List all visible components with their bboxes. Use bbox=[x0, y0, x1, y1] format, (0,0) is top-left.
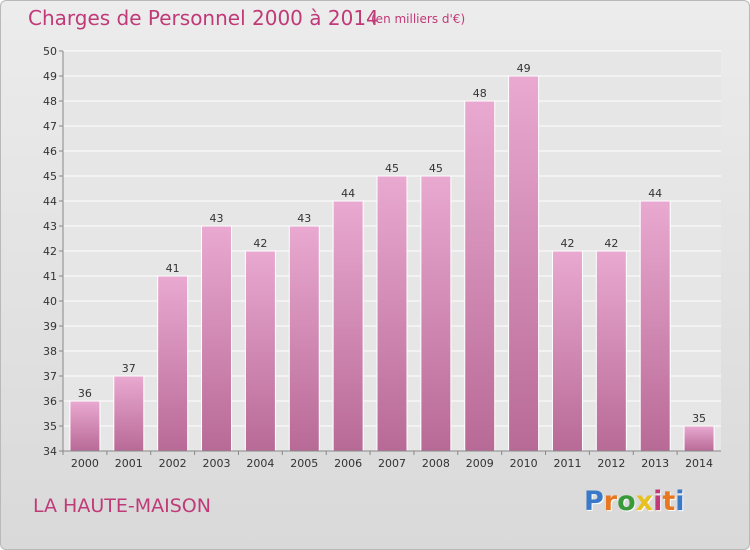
bar-value-label: 45 bbox=[385, 162, 399, 175]
bar-value-label: 44 bbox=[648, 187, 662, 200]
x-tick-label: 2005 bbox=[290, 457, 318, 470]
bar-2013 bbox=[639, 200, 671, 452]
bar-value-label: 43 bbox=[297, 212, 311, 225]
bar-2006 bbox=[332, 200, 364, 452]
y-tick-label: 34 bbox=[43, 445, 57, 458]
y-axis: 34 35 36 37 38 39 40 41 42 43 44 45 46 47 48 49 50 bbox=[43, 45, 64, 458]
proxiti-logo[interactable]: Proxiti bbox=[584, 486, 685, 517]
x-tick-label: 2012 bbox=[597, 457, 625, 470]
y-tick-label: 37 bbox=[43, 370, 57, 383]
y-tick-label: 41 bbox=[43, 270, 57, 283]
x-tick-label: 2002 bbox=[159, 457, 187, 470]
y-tick-label: 47 bbox=[43, 120, 57, 133]
bar-value-label: 42 bbox=[604, 237, 618, 250]
bar-value-label: 36 bbox=[78, 387, 92, 400]
bar-2011 bbox=[551, 250, 583, 452]
x-tick-label: 2011 bbox=[553, 457, 581, 470]
y-tick-label: 48 bbox=[43, 95, 57, 108]
y-tick-label: 50 bbox=[43, 45, 57, 58]
bar-2014 bbox=[683, 425, 715, 452]
bar-value-label: 35 bbox=[692, 412, 706, 425]
x-tick-label: 2003 bbox=[203, 457, 231, 470]
bar-2012 bbox=[595, 250, 627, 452]
bars-group: 36 37 41 43 42 43 44 45 45 48 49 42 42 44 35 bbox=[69, 62, 715, 452]
y-tick-label: 39 bbox=[43, 320, 57, 333]
bar-2002 bbox=[157, 275, 189, 452]
bar-2008 bbox=[420, 175, 452, 452]
logo-letter: o bbox=[617, 486, 636, 517]
y-tick-label: 46 bbox=[43, 145, 57, 158]
x-tick-label: 2010 bbox=[510, 457, 538, 470]
bar-value-label: 44 bbox=[341, 187, 355, 200]
bar-value-label: 42 bbox=[560, 237, 574, 250]
x-tick-label: 2014 bbox=[685, 457, 713, 470]
bar-2003 bbox=[201, 225, 233, 452]
commune-name: LA HAUTE-MAISON bbox=[33, 495, 211, 517]
x-tick-label: 2007 bbox=[378, 457, 406, 470]
x-tick-label: 2008 bbox=[422, 457, 450, 470]
y-tick-label: 42 bbox=[43, 245, 57, 258]
bar-value-label: 42 bbox=[253, 237, 267, 250]
x-tick-label: 2001 bbox=[115, 457, 143, 470]
y-tick-label: 45 bbox=[43, 170, 57, 183]
logo-letter: t bbox=[662, 486, 676, 517]
x-tick-label: 2013 bbox=[641, 457, 669, 470]
y-tick-label: 40 bbox=[43, 295, 57, 308]
logo-letter: x bbox=[635, 486, 654, 517]
chart-subtitle: (en milliers d'€) bbox=[371, 12, 466, 26]
logo-letter: r bbox=[603, 486, 618, 517]
bar-value-label: 45 bbox=[429, 162, 443, 175]
bar-value-label: 49 bbox=[517, 62, 531, 75]
y-tick-label: 44 bbox=[43, 195, 57, 208]
bar-2005 bbox=[288, 225, 320, 452]
y-tick-label: 36 bbox=[43, 395, 57, 408]
logo-letter: i bbox=[653, 486, 663, 517]
bar-2004 bbox=[244, 250, 276, 452]
x-axis: 2000 2001 2002 2003 2004 2005 2006 2007 2008 2009… bbox=[62, 450, 721, 470]
y-tick-label: 38 bbox=[43, 345, 57, 358]
bar-value-label: 37 bbox=[122, 362, 136, 375]
bar-value-label: 48 bbox=[473, 87, 487, 100]
x-tick-label: 2004 bbox=[246, 457, 274, 470]
y-tick-label: 35 bbox=[43, 420, 57, 433]
bar-2010 bbox=[508, 75, 540, 452]
logo-letter: i bbox=[675, 486, 685, 517]
bar-value-label: 43 bbox=[210, 212, 224, 225]
bar-2007 bbox=[376, 175, 408, 452]
logo-letter: P bbox=[584, 486, 604, 517]
x-tick-label: 2006 bbox=[334, 457, 362, 470]
bar-2009 bbox=[464, 100, 496, 452]
bar-2000 bbox=[69, 400, 101, 452]
y-tick-label: 43 bbox=[43, 220, 57, 233]
x-tick-label: 2000 bbox=[71, 457, 99, 470]
y-tick-label: 49 bbox=[43, 70, 57, 83]
chart-title: Charges de Personnel 2000 à 2014 bbox=[28, 6, 379, 30]
bar-2001 bbox=[113, 375, 145, 452]
x-tick-label: 2009 bbox=[466, 457, 494, 470]
bar-value-label: 41 bbox=[166, 262, 180, 275]
